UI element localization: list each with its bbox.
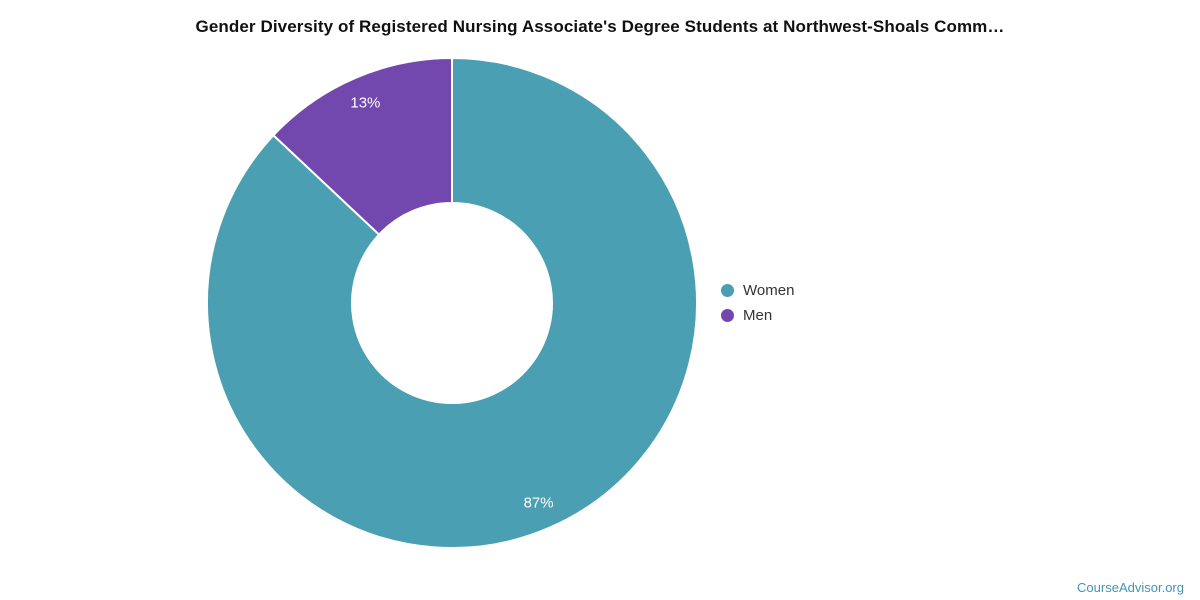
legend-marker-men [721,309,734,322]
data-label-women: 87% [524,495,554,512]
chart-title: Gender Diversity of Registered Nursing A… [195,17,1005,36]
legend-marker-women [721,284,734,297]
legend-label-women: Women [743,282,795,299]
slice-men[interactable] [272,57,453,236]
attribution-link[interactable]: CourseAdvisor.org [1077,580,1184,595]
slice-women[interactable] [206,57,698,549]
legend: Women Men [721,278,794,328]
data-label-men: 13% [350,94,380,111]
legend-item-men[interactable]: Men [721,303,794,328]
legend-label-men: Men [743,307,773,324]
legend-item-women[interactable]: Women [721,278,794,303]
